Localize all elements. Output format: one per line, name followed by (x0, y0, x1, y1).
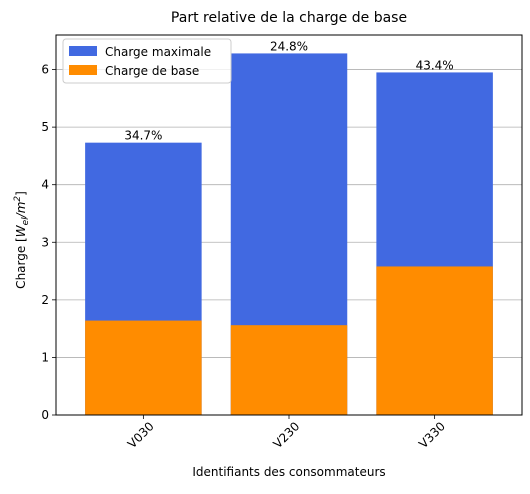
bars (85, 53, 493, 415)
y-axis-label-superscript: 2 (13, 196, 23, 202)
legend: Charge maximale Charge de base (62, 38, 232, 84)
y-tick-label: 3 (41, 235, 49, 249)
x-axis-label: Identifiants des consommateurs (192, 465, 385, 479)
bar (230, 325, 348, 415)
y-axis-label-subscript: el (21, 217, 31, 226)
legend-box (62, 38, 232, 84)
bar-value-label: 34.7% (124, 129, 162, 143)
y-axis-label-main: W (14, 224, 28, 237)
bar (376, 266, 493, 415)
bar-value-label: 24.8% (270, 39, 308, 53)
y-tick-label: 5 (41, 120, 49, 134)
y-tick-label: 4 (41, 178, 49, 192)
y-axis: 0 1 2 3 4 5 6 (41, 63, 56, 422)
chart-title: Part relative de la charge de base (171, 10, 407, 26)
bar-value-label: 43.4% (416, 58, 454, 72)
y-tick-label: 0 (41, 408, 49, 422)
y-tick-label: 1 (41, 350, 49, 364)
x-tick-label: V030 (125, 419, 157, 451)
bar (85, 320, 202, 415)
x-tick-label: V330 (416, 419, 448, 451)
bar-value-labels: 34.7% 24.8% 43.4% (124, 39, 453, 142)
legend-swatch (69, 65, 97, 75)
y-axis-label-slash: /m (14, 202, 28, 219)
y-tick-label: 6 (41, 63, 49, 77)
legend-label: Charge de base (105, 64, 199, 78)
y-axis-label: Charge [Wel/m2] (13, 191, 31, 289)
y-axis-label-prefix: Charge [ (14, 237, 28, 289)
y-tick-label: 2 (41, 293, 49, 307)
x-axis: V030 V230 V330 (125, 415, 448, 451)
y-axis-label-suffix: ] (14, 191, 28, 196)
legend-swatch (69, 46, 97, 56)
x-tick-label: V230 (271, 419, 303, 451)
legend-label: Charge maximale (105, 45, 211, 59)
